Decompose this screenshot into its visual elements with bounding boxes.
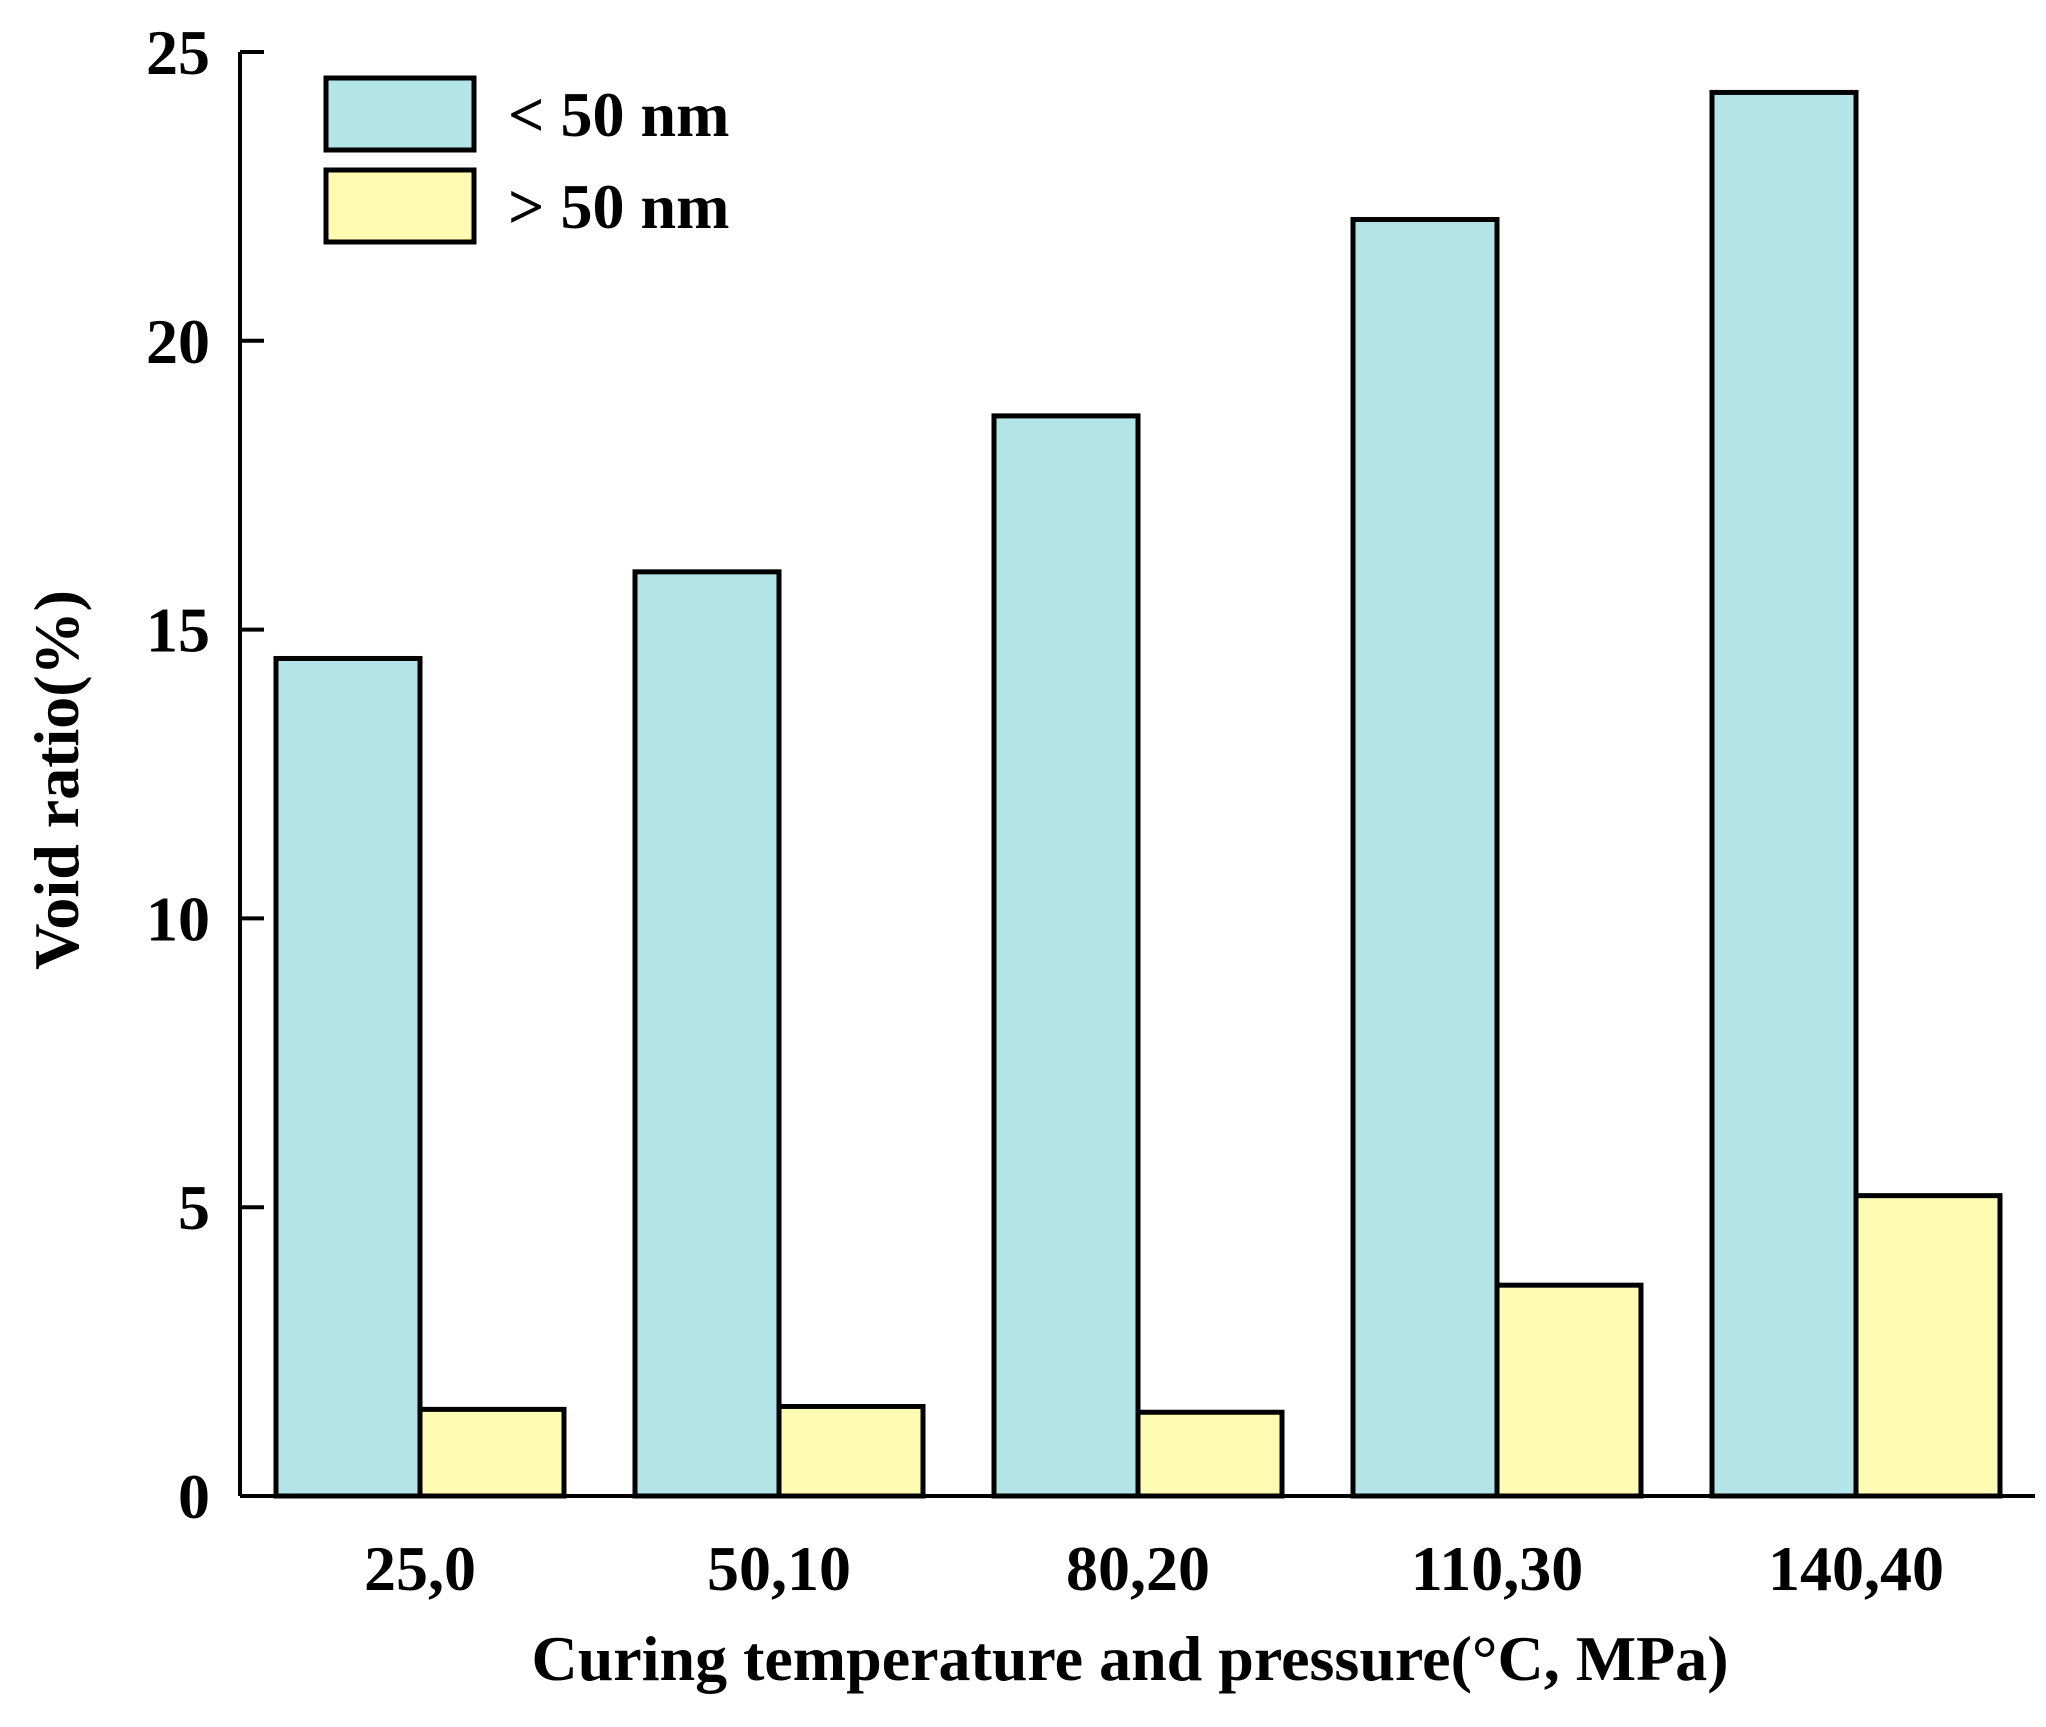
y-tick-label: 10 (146, 883, 210, 954)
legend-swatch-gt50 (323, 167, 477, 245)
axes-layer (238, 52, 2035, 1498)
legend-label-gt50: > 50 nm (508, 171, 729, 242)
bar-gt50-4 (1853, 1193, 2003, 1499)
x-tick-labels: 25,0 50,10 80,20 110,30 140,40 (364, 1533, 1944, 1604)
legend-swatch-lt50 (323, 75, 477, 153)
y-tick-label: 5 (178, 1172, 210, 1243)
bar-gt50-1 (776, 1403, 926, 1499)
bar-gt50-3 (1494, 1282, 1644, 1499)
bar-gt50-0 (417, 1406, 567, 1499)
x-tick-label: 140,40 (1768, 1533, 1944, 1604)
y-tick-label: 0 (178, 1461, 210, 1532)
y-tick-label: 20 (146, 306, 210, 377)
bars-layer (273, 89, 2003, 1499)
x-tick-label: 110,30 (1411, 1533, 1583, 1604)
y-tick-label: 25 (146, 17, 210, 88)
bar-lt50-4 (1709, 89, 1859, 1499)
y-ticks: 0 5 10 15 20 25 (146, 17, 264, 1532)
bar-lt50-1 (632, 569, 782, 1499)
x-tick-label: 50,10 (707, 1533, 851, 1604)
bar-lt50-0 (273, 655, 423, 1499)
y-axis-title: Void ratio(%) (21, 590, 92, 970)
bar-lt50-2 (991, 413, 1141, 1499)
legend: < 50 nm > 50 nm (323, 75, 729, 245)
bar-lt50-3 (1350, 217, 1500, 1499)
x-tick-label: 80,20 (1066, 1533, 1210, 1604)
x-axis-title: Curing temperature and pressure(°C, MPa) (531, 1623, 1728, 1694)
x-tick-label: 25,0 (364, 1533, 476, 1604)
legend-label-lt50: < 50 nm (508, 79, 729, 150)
bar-gt50-2 (1135, 1409, 1285, 1499)
y-tick-label: 15 (146, 595, 210, 666)
